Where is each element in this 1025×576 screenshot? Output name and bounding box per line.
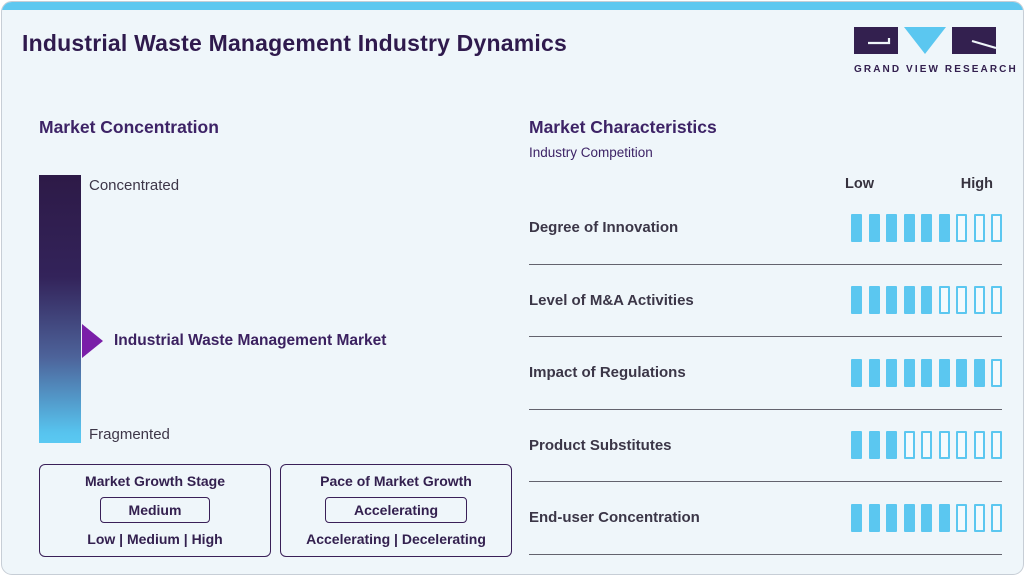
rating-segment-filled [956,358,967,387]
rating-segment-filled [973,358,985,387]
rating-segment-filled [868,213,880,242]
rating-segment-filled [868,358,880,387]
rating-segment-filled [851,431,862,460]
rating-segment-filled [903,358,915,387]
scale-low-label: Low [845,176,874,192]
rating-bar [851,503,1002,532]
rating-segment-empty [973,213,985,242]
rating-segment-filled [886,286,897,315]
rating-segment-empty [956,286,967,315]
pace-options: Accelerating | Decelerating [306,531,486,547]
characteristic-label: Product Substitutes [529,436,672,454]
rating-segment-filled [903,286,915,315]
market-characteristics-heading: Market Characteristics [529,117,717,137]
logo-v-triangle [904,27,946,54]
rating-segment-empty [973,286,985,315]
rating-segment-filled [903,503,915,532]
page-title: Industrial Waste Management Industry Dyn… [22,30,567,56]
characteristic-label: Impact of Regulations [529,364,686,382]
rating-bar [851,358,1002,387]
logo-g-notch [868,38,891,45]
pace-value: Accelerating [324,497,468,523]
rating-bar [851,213,1002,242]
pace-of-growth-box: Pace of Market Growth Accelerating Accel… [280,464,512,557]
market-position-arrow-icon [82,324,103,358]
market-position-label: Industrial Waste Management Market [114,332,387,349]
concentrated-label: Concentrated [89,177,180,194]
rating-segment-filled [938,358,950,387]
rating-segment-filled [886,503,897,532]
characteristics-rows: Degree of Innovation Level of M&A Activit… [529,192,1002,555]
rating-segment-empty [903,431,915,460]
rating-segment-empty [956,213,967,242]
rating-segment-empty [956,431,967,460]
rating-segment-filled [921,358,932,387]
rating-segment-empty [921,431,932,460]
rating-segment-filled [886,213,897,242]
characteristic-label: End-user Concentration [529,509,700,527]
scale-high-label: High [960,176,993,192]
rating-segment-empty [991,431,1002,460]
characteristic-row: Product Substitutes [529,410,1002,482]
rating-segment-filled [851,503,862,532]
rating-segment-filled [921,503,932,532]
gvr-logo-mark [854,27,997,54]
rating-segment-empty [991,286,1002,315]
rating-segment-empty [938,431,950,460]
rating-segment-empty [991,358,1002,387]
rating-segment-filled [868,503,880,532]
industry-competition-subheading: Industry Competition [529,145,653,160]
characteristic-row: Impact of Regulations [529,337,1002,410]
growth-stage-value: Medium [99,497,211,523]
gvr-logo: GRAND VIEW RESEARCH [854,27,1018,75]
rating-bar [851,286,1002,315]
concentration-gradient-bar [39,175,81,443]
characteristic-row: End-user Concentration [529,482,1002,555]
characteristic-label: Level of M&A Activities [529,291,694,309]
characteristic-row: Degree of Innovation [529,192,1002,265]
rating-segment-empty [973,503,985,532]
rating-segment-filled [886,431,897,460]
rating-segment-filled [938,213,950,242]
rating-segment-empty [991,503,1002,532]
rating-segment-filled [851,213,862,242]
rating-segment-filled [868,431,880,460]
logo-wordmark: GRAND VIEW RESEARCH [854,64,1018,75]
rating-segment-filled [851,286,862,315]
rating-segment-filled [868,286,880,315]
market-concentration-heading: Market Concentration [39,117,219,137]
rating-segment-filled [903,213,915,242]
rating-scale-labels: Low High [845,176,993,192]
rating-segment-filled [921,213,932,242]
characteristic-label: Degree of Innovation [529,219,679,237]
logo-r-leg [971,39,997,50]
growth-stage-title: Market Growth Stage [84,473,226,489]
rating-segment-filled [938,503,950,532]
market-growth-stage-box: Market Growth Stage Medium Low | Medium … [39,464,271,557]
logo-g-block [854,27,898,54]
rating-segment-empty [938,286,950,315]
characteristic-row: Level of M&A Activities [529,265,1002,337]
pace-title: Pace of Market Growth [320,473,472,489]
rating-segment-empty [956,503,967,532]
rating-segment-empty [973,431,985,460]
rating-segment-filled [921,286,932,315]
rating-segment-filled [886,358,897,387]
top-accent-bar [2,2,1023,10]
rating-bar [851,431,1002,460]
growth-stage-options: Low | Medium | High [87,531,223,547]
fragmented-label: Fragmented [89,426,170,443]
rating-segment-empty [991,213,1002,242]
rating-segment-filled [851,358,862,387]
